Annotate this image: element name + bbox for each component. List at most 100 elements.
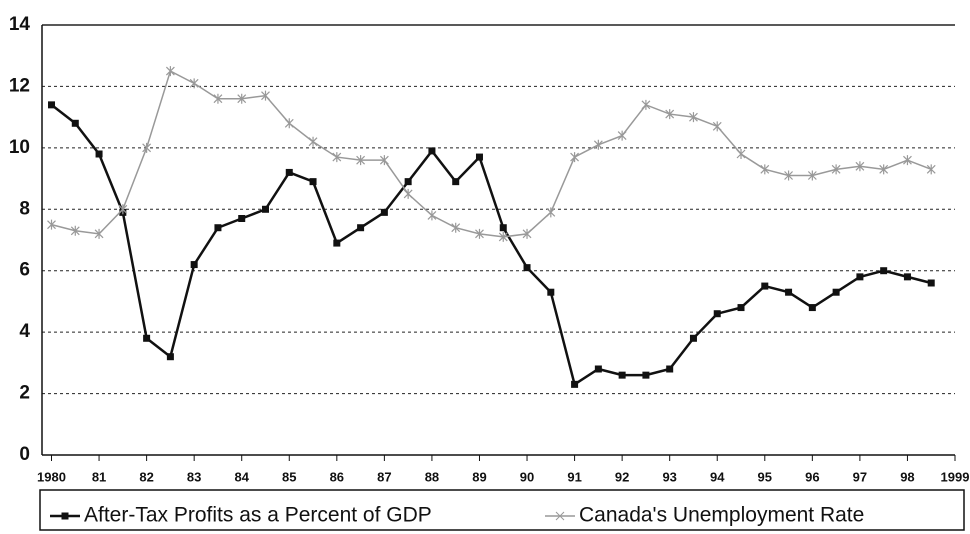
x-tick-label: 87 xyxy=(377,469,391,484)
marker xyxy=(807,170,817,181)
x-tick-label: 96 xyxy=(805,469,819,484)
marker xyxy=(785,288,793,296)
marker xyxy=(94,228,104,239)
marker xyxy=(855,161,865,172)
marker xyxy=(427,210,437,221)
marker xyxy=(593,139,603,150)
marker xyxy=(332,152,342,163)
x-tick-label: 89 xyxy=(472,469,486,484)
marker xyxy=(118,204,128,215)
marker xyxy=(379,155,389,166)
legend-label: Canada's Unemployment Rate xyxy=(579,504,864,527)
x-tick-label: 97 xyxy=(853,469,867,484)
marker xyxy=(641,99,651,110)
x-tick-label: 82 xyxy=(139,469,153,484)
marker xyxy=(831,164,841,175)
marker xyxy=(213,93,223,104)
y-tick-label: 10 xyxy=(9,137,30,158)
marker xyxy=(308,136,318,147)
y-tick-label: 4 xyxy=(19,321,30,342)
marker xyxy=(166,353,174,361)
marker xyxy=(452,178,460,186)
marker xyxy=(926,164,936,175)
marker xyxy=(594,365,602,373)
marker xyxy=(903,273,911,281)
marker xyxy=(143,334,151,342)
marker xyxy=(522,228,532,239)
x-tick-label: 1980 xyxy=(37,469,66,484)
marker xyxy=(498,231,508,242)
marker xyxy=(808,304,816,312)
marker xyxy=(380,208,388,216)
legend-label: After-Tax Profits as a Percent of GDP xyxy=(84,504,432,527)
x-tick-label: 92 xyxy=(615,469,629,484)
marker xyxy=(261,205,269,213)
marker xyxy=(618,371,626,379)
marker xyxy=(238,215,246,222)
marker xyxy=(499,224,507,232)
marker xyxy=(70,225,80,236)
marker xyxy=(214,224,222,232)
marker xyxy=(617,130,627,141)
x-tick-label: 93 xyxy=(662,469,676,484)
x-tick-label: 85 xyxy=(282,469,296,484)
y-tick-label: 2 xyxy=(19,383,30,404)
series-line xyxy=(51,69,932,238)
y-tick-label: 8 xyxy=(19,198,30,219)
marker xyxy=(903,155,912,166)
marker xyxy=(760,164,770,175)
marker xyxy=(356,155,366,166)
marker xyxy=(547,288,555,296)
marker xyxy=(428,147,436,155)
x-tick-label: 95 xyxy=(758,469,772,484)
marker xyxy=(665,109,675,120)
marker xyxy=(642,371,650,379)
x-tick-label: 94 xyxy=(710,469,725,484)
marker xyxy=(523,264,531,272)
marker xyxy=(404,178,412,186)
x-tick-label: 98 xyxy=(900,469,914,484)
marker xyxy=(237,93,247,104)
marker xyxy=(832,288,840,296)
legend-marker xyxy=(555,511,565,521)
marker xyxy=(95,150,103,158)
marker xyxy=(475,153,483,161)
marker xyxy=(712,121,722,132)
marker xyxy=(666,365,674,373)
marker xyxy=(570,152,580,163)
x-tick-label: 1999 xyxy=(941,469,970,484)
x-tick-label: 88 xyxy=(425,469,439,484)
marker xyxy=(736,149,746,159)
marker xyxy=(189,78,199,89)
legend-box xyxy=(39,489,965,531)
y-tick-label: 14 xyxy=(9,14,31,35)
marker xyxy=(451,222,461,233)
marker xyxy=(713,310,721,318)
x-tick-label: 90 xyxy=(520,469,534,484)
marker xyxy=(784,170,793,181)
x-tick-label: 86 xyxy=(330,469,344,484)
marker xyxy=(761,282,769,290)
marker xyxy=(309,178,317,186)
marker xyxy=(737,304,745,312)
y-tick-label: 0 xyxy=(19,444,30,465)
marker xyxy=(165,66,175,77)
marker xyxy=(333,239,341,247)
marker xyxy=(284,118,294,129)
series-line xyxy=(50,103,932,387)
marker xyxy=(357,224,365,232)
marker xyxy=(285,168,293,176)
marker xyxy=(71,119,79,127)
y-tick-label: 6 xyxy=(19,260,30,281)
legend-marker xyxy=(61,512,69,520)
marker xyxy=(571,380,579,388)
marker xyxy=(880,267,888,275)
marker xyxy=(190,261,198,269)
marker xyxy=(546,207,556,218)
marker xyxy=(403,188,413,199)
x-tick-label: 83 xyxy=(187,469,201,484)
marker xyxy=(142,142,152,153)
marker xyxy=(261,90,270,101)
